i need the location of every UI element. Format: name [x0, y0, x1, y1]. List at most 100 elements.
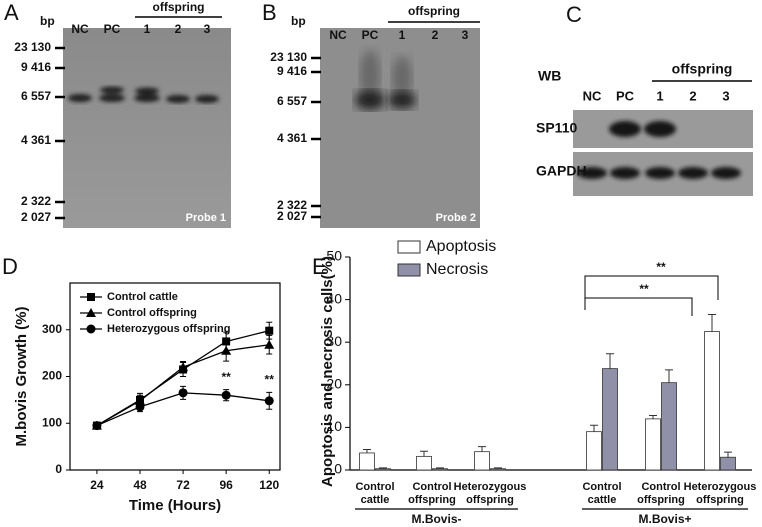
lane-label: NC [329, 28, 347, 42]
size-marker: 6 557 [277, 94, 307, 108]
unit-label: bp [40, 14, 55, 28]
panel-letter: C [566, 2, 582, 27]
panel-letter: B [262, 0, 277, 25]
panel-letter: D [2, 254, 18, 279]
marker [178, 388, 188, 398]
panel-letter: A [4, 0, 19, 25]
x-tick-label: 24 [90, 478, 104, 492]
bar [704, 331, 720, 471]
annotation: ** [221, 370, 231, 384]
x-tick-label: Control cattle [582, 481, 621, 506]
panel-letter: E [312, 254, 327, 279]
legend-swatch [397, 240, 421, 254]
lane-label: 2 [175, 22, 182, 36]
marker [135, 402, 145, 412]
error-bar [363, 449, 371, 453]
bar [474, 451, 490, 471]
error-bar [436, 467, 444, 469]
row-label: SP110 [536, 120, 577, 136]
y-tick-label: 50 [326, 248, 342, 264]
lane-label: 3 [204, 22, 211, 36]
marker [221, 345, 232, 355]
legend-label: Control offspring [107, 307, 197, 319]
x-tick-label: Control offspring [408, 481, 456, 506]
bar [645, 418, 661, 471]
marker [264, 339, 275, 349]
lane-label: NC [71, 22, 89, 36]
x-tick-label: Control offspring [637, 481, 685, 506]
bar [720, 456, 736, 471]
group-label: offspring [672, 61, 733, 77]
bar [661, 382, 677, 471]
legend-marker [87, 293, 95, 301]
probe-label: Probe 1 [186, 212, 226, 224]
x-tick-label: 72 [176, 478, 190, 492]
size-marker: 2 322 [277, 198, 307, 212]
lane-label: PC [362, 28, 379, 42]
error-bar [665, 369, 673, 383]
unit-label: bp [291, 14, 306, 28]
bar [602, 368, 618, 471]
size-marker: 9 416 [21, 60, 51, 74]
y-tick-label: 0 [55, 462, 62, 476]
annotation: ** [639, 282, 649, 296]
y-tick-label: 0 [334, 461, 342, 477]
marker [265, 326, 274, 335]
size-marker: 2 027 [277, 209, 307, 223]
legend-marker [86, 324, 96, 334]
legend-label: Apoptosis [426, 238, 496, 255]
x-axis-label: Time (Hours) [129, 497, 221, 514]
y-tick-label: 200 [42, 369, 62, 383]
lane-label: 1 [656, 88, 663, 103]
marker [264, 396, 274, 406]
y-tick-label: 10 [326, 418, 342, 434]
y-tick-label: 20 [326, 376, 342, 392]
bar [432, 468, 448, 471]
error-bar [724, 451, 732, 458]
method-label: WB [538, 68, 561, 84]
lane-label: PC [104, 22, 121, 36]
group-label: M.Bovis+ [638, 512, 691, 526]
marker [92, 421, 102, 431]
annotation: ** [656, 260, 666, 274]
bar [490, 468, 506, 471]
annotation: ** [265, 373, 275, 387]
y-axis-label: M.bovis Growth (%) [13, 307, 30, 447]
error-bar [649, 414, 657, 419]
x-tick-label: Heterozygous offspring [684, 481, 757, 506]
x-tick-label: 120 [259, 478, 279, 492]
x-tick-label: Control cattle [355, 481, 394, 506]
marker [178, 362, 189, 372]
x-tick-label: Heterozygous offspring [454, 481, 527, 506]
legend-label: Control cattle [107, 291, 178, 303]
bar [586, 431, 602, 471]
y-tick-label: 300 [42, 322, 62, 336]
size-marker: 2 322 [21, 194, 51, 208]
x-tick-label: 48 [133, 478, 147, 492]
lane-label: 3 [462, 28, 469, 42]
lane-label: NC [583, 88, 602, 103]
lane-label: 3 [722, 88, 729, 103]
error-bar [379, 467, 387, 469]
series-line [96, 344, 270, 427]
size-marker: 9 416 [277, 64, 307, 78]
legend-label: Necrosis [426, 261, 488, 278]
group-label: offspring [408, 4, 460, 18]
bracket [584, 297, 693, 316]
y-tick-label: 100 [42, 415, 62, 429]
size-marker: 2 027 [21, 210, 51, 224]
x-tick-label: 96 [219, 478, 233, 492]
size-marker: 6 557 [21, 89, 51, 103]
group-label: M.Bovis- [411, 512, 461, 526]
lane-label: PC [616, 88, 635, 103]
group-label: offspring [153, 0, 205, 14]
row-label: GAPDH [536, 163, 587, 179]
lane-label: 1 [144, 22, 151, 36]
y-tick-label: 40 [326, 290, 342, 306]
y-axis-label: Apoptosis and necrosis cells(%) [319, 256, 336, 487]
blot-a-image [63, 28, 231, 228]
error-bar [478, 446, 486, 452]
size-marker: 23 130 [270, 50, 307, 64]
size-marker: 4 361 [277, 131, 307, 145]
